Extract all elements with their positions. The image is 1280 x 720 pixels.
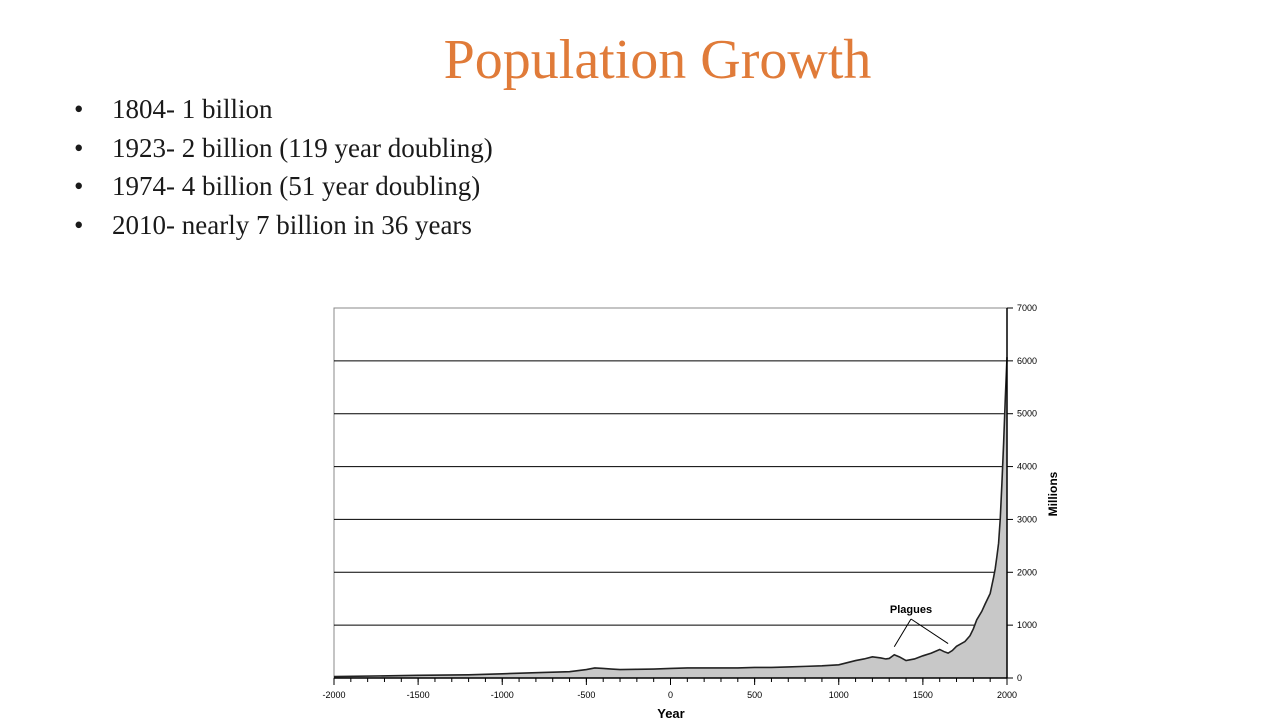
y-axis-title: Millions: [1046, 471, 1060, 516]
annotation-leader: [910, 618, 949, 644]
bullet-text: 1923- 2 billion (119 year doubling): [112, 132, 493, 163]
y-tick-label: 5000: [1017, 409, 1037, 419]
x-axis-title: Year: [657, 706, 684, 720]
x-tick-label: 0: [668, 690, 673, 700]
annotation-leader: [893, 618, 912, 648]
bullet-dot-icon: •: [74, 209, 84, 240]
x-tick-label: 1000: [829, 690, 849, 700]
population-line: [333, 357, 1008, 678]
plot-area: [333, 307, 1008, 679]
y-tick-label: 7000: [1017, 303, 1037, 313]
bullet-dot-icon: •: [74, 94, 84, 124]
y-tick-label: 6000: [1017, 356, 1037, 366]
y-tick-label: 4000: [1017, 462, 1037, 472]
bullet-text: 2010- nearly 7 billion in 36 years: [112, 209, 472, 240]
bullet-text: 1974- 4 billion (51 year doubling): [112, 171, 481, 201]
x-tick-label: 500: [747, 690, 762, 700]
bullet-dot-icon: •: [74, 132, 84, 163]
bullet-item: • 1923- 2 billion (119 year doubling): [74, 129, 493, 168]
bullet-item: • 1804- 1 billion: [74, 90, 493, 129]
y-tick-label: 3000: [1017, 514, 1037, 524]
x-tick-label: -1000: [491, 690, 514, 700]
x-tick-label: -500: [577, 690, 595, 700]
x-tick-label: -2000: [322, 690, 345, 700]
x-tick-label: 2000: [997, 690, 1017, 700]
bullet-item: • 2010- nearly 7 billion in 36 years: [74, 206, 493, 245]
x-tick-label: -1500: [407, 690, 430, 700]
x-tick-label: 1500: [913, 690, 933, 700]
slide-title: Population Growth: [443, 29, 872, 91]
y-tick-label: 2000: [1017, 567, 1037, 577]
bullet-list: • 1804- 1 billion • 1923- 2 billion (119 y…: [74, 90, 493, 244]
plagues-annotation: Plagues: [890, 604, 932, 616]
bullet-dot-icon: •: [74, 171, 84, 201]
bullet-text: 1804- 1 billion: [112, 94, 273, 124]
bullet-item: • 1974- 4 billion (51 year doubling): [74, 167, 493, 206]
y-tick-label: 0: [1017, 673, 1022, 683]
y-tick-label: 1000: [1017, 620, 1037, 630]
